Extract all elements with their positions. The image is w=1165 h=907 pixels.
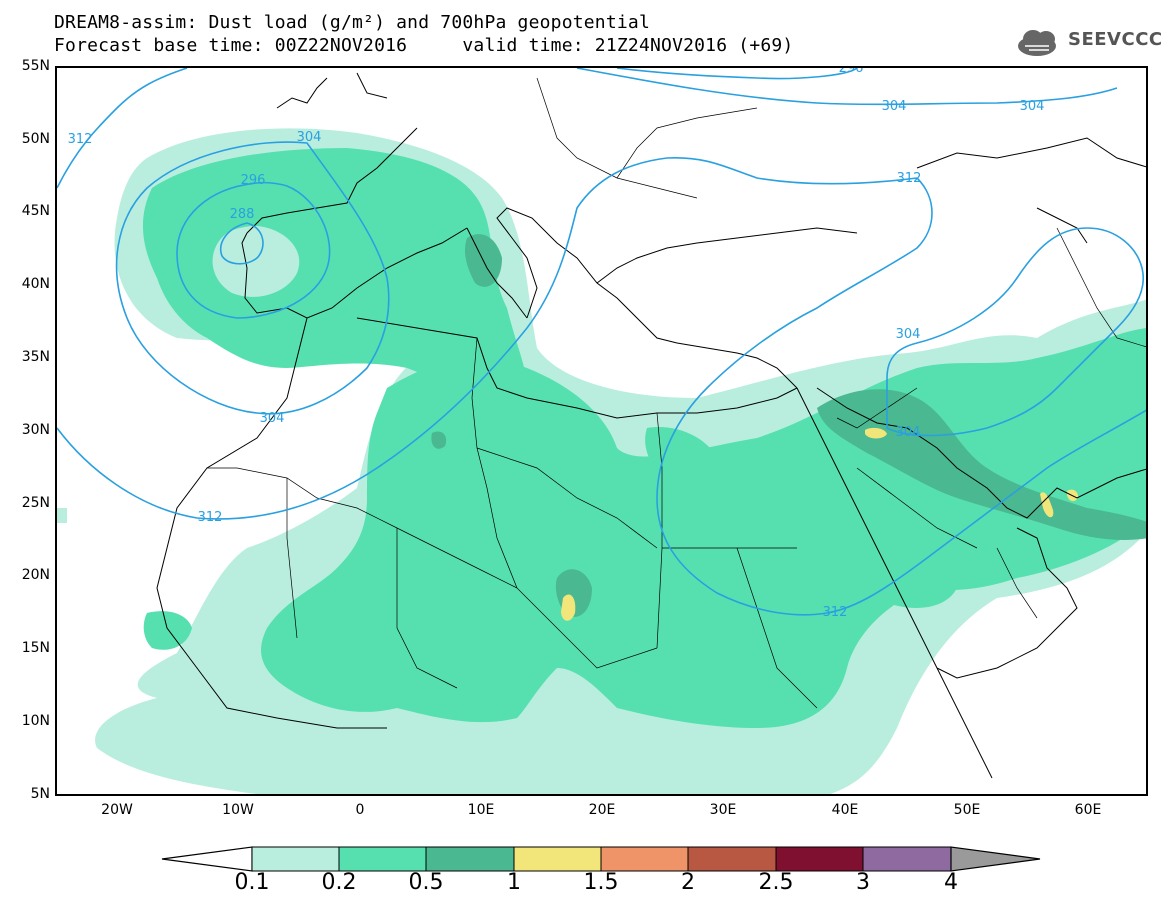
colorbar-label: 1 xyxy=(507,870,521,895)
colorbar-label: 4 xyxy=(944,870,958,895)
colorbar-label: 1.5 xyxy=(583,870,619,895)
colorbar-swatch xyxy=(251,846,340,872)
colorbar-undershoot xyxy=(161,846,253,872)
map-subtitle-times: Forecast base time: 00Z22NOV2016 valid t… xyxy=(54,35,794,56)
coastlines xyxy=(156,72,1146,779)
logo-text: SEEVCCC xyxy=(1068,29,1163,50)
colorbar-label: 0.5 xyxy=(408,870,444,895)
contour-label: 304 xyxy=(297,130,322,145)
contour-label: 304 xyxy=(882,99,907,114)
lat-label-40n: 40N xyxy=(21,276,50,292)
colorbar-swatch xyxy=(338,846,427,872)
map-title: DREAM8-assim: Dust load (g/m²) and 700hP… xyxy=(54,12,650,33)
lon-label-10w: 10W xyxy=(222,802,254,818)
contour-label: 304 xyxy=(260,411,285,426)
lat-label-35n: 35N xyxy=(21,349,50,365)
lon-label-30e: 30E xyxy=(709,802,737,818)
map-panel: 296 304 312 288 296 304 312 304 304 312 … xyxy=(55,66,1148,796)
lon-label-40e: 40E xyxy=(831,802,859,818)
colorbar-label: 3 xyxy=(856,870,870,895)
contour-label: 312 xyxy=(823,605,848,620)
lat-label-15n: 15N xyxy=(21,640,50,656)
lat-label-5n: 5N xyxy=(30,786,50,802)
lon-label-20e: 20E xyxy=(588,802,616,818)
lat-label-45n: 45N xyxy=(21,203,50,219)
colorbar-label: 0.1 xyxy=(234,870,270,895)
lat-label-20n: 20N xyxy=(21,567,50,583)
colorbar-label: 2.5 xyxy=(758,870,794,895)
lon-label-20w: 20W xyxy=(101,802,133,818)
lon-label-10e: 10E xyxy=(467,802,495,818)
contour-labels: 296 304 312 288 296 304 312 304 304 312 … xyxy=(68,68,1045,620)
colorbar-swatch xyxy=(600,846,689,872)
lon-label-60e: 60E xyxy=(1074,802,1102,818)
contour-label: 304 xyxy=(1020,99,1045,114)
dust-layer-medium xyxy=(142,148,1146,728)
geopotential-contours xyxy=(57,68,1146,616)
contour-label: 304 xyxy=(896,327,921,342)
contour-label: 296 xyxy=(241,173,266,188)
colorbar-swatch xyxy=(687,846,777,872)
lat-label-55n: 55N xyxy=(21,58,50,74)
lat-label-50n: 50N xyxy=(21,131,50,147)
contour-label: 312 xyxy=(198,510,223,525)
contour-label: 288 xyxy=(230,207,255,222)
dust-map: 296 304 312 288 296 304 312 304 304 312 … xyxy=(57,68,1146,794)
colorbar-overshoot xyxy=(950,846,1041,872)
lat-label-10n: 10N xyxy=(21,713,50,729)
colorbar-swatch xyxy=(775,846,864,872)
colorbar-swatch xyxy=(862,846,952,872)
lon-label-50e: 50E xyxy=(953,802,981,818)
colorbar-swatch xyxy=(425,846,515,872)
contour-label: 312 xyxy=(897,171,922,186)
contour-label: 304 xyxy=(896,425,921,440)
contour-label: 312 xyxy=(68,132,93,147)
lat-label-30n: 30N xyxy=(21,422,50,438)
contour-label: 296 xyxy=(839,68,864,76)
lon-label-0: 0 xyxy=(355,802,365,818)
colorbar-label: 2 xyxy=(681,870,695,895)
dust-layer-yellow xyxy=(561,427,1079,621)
colorbar-swatch xyxy=(513,846,602,872)
seevccc-logo xyxy=(1018,30,1056,56)
country-borders xyxy=(207,77,1146,709)
cloud-icon xyxy=(1018,30,1056,56)
lat-label-25n: 25N xyxy=(21,495,50,511)
colorbar-label: 0.2 xyxy=(321,870,357,895)
colorbar xyxy=(161,846,1041,872)
